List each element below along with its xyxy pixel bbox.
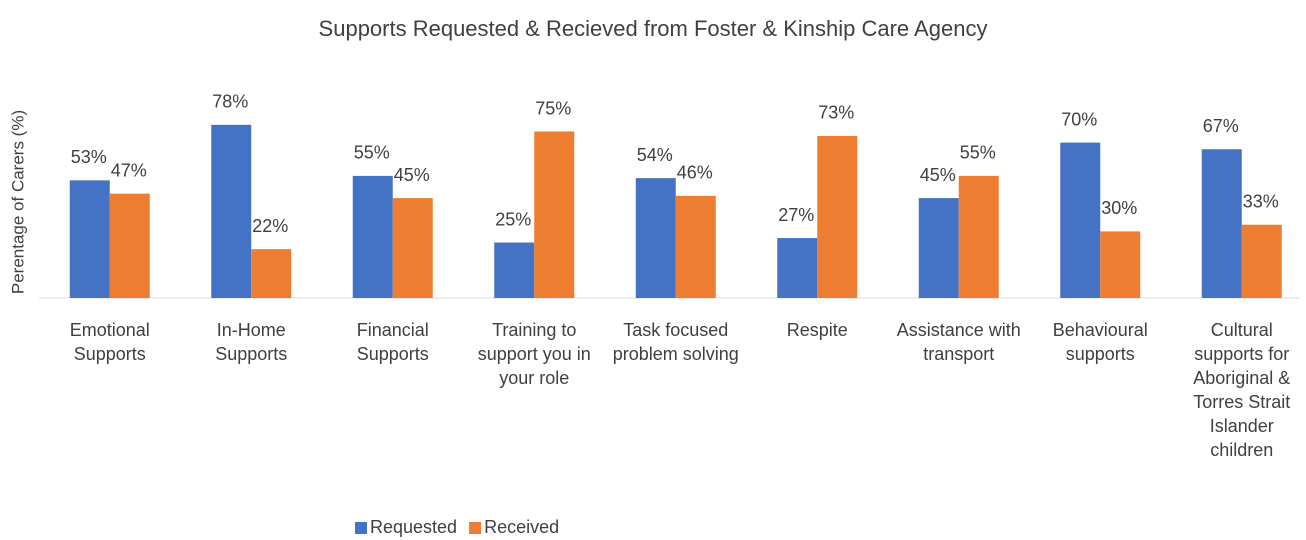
bar	[352, 175, 393, 298]
bar	[69, 180, 110, 298]
data-label: 22%	[252, 216, 288, 236]
x-tick-label: Behavioural supports	[1052, 320, 1148, 364]
x-tick-label: In-Home Supports	[215, 320, 288, 364]
x-tick-label: Respite	[786, 320, 848, 340]
x-tick-label: Task focused problem solving	[612, 320, 739, 364]
x-tick-label: Assistance with transport	[896, 320, 1021, 364]
x-tick-label: Financial Supports	[356, 320, 429, 364]
y-axis-label: Perentage of Carers (%)	[8, 110, 27, 294]
bar	[211, 124, 252, 298]
data-label: 55%	[960, 143, 996, 163]
data-label: 78%	[212, 92, 248, 112]
chart-title: Supports Requested & Recieved from Foste…	[319, 16, 988, 41]
data-label: 67%	[1203, 116, 1239, 136]
bar	[777, 238, 818, 298]
bar	[1201, 149, 1242, 298]
bar	[1241, 224, 1282, 298]
bar	[958, 175, 999, 298]
data-label: 55%	[354, 143, 390, 163]
legend-swatch	[355, 522, 367, 534]
data-label: 27%	[778, 205, 814, 225]
x-tick-label: Emotional Supports	[69, 320, 150, 364]
x-tick-label: Cultural supports for Aboriginal & Torre…	[1193, 320, 1291, 460]
bar	[817, 135, 858, 298]
data-label: 25%	[495, 209, 531, 229]
data-label: 54%	[637, 145, 673, 165]
bar	[675, 195, 716, 298]
bar	[494, 242, 535, 298]
data-label: 70%	[1061, 109, 1097, 129]
bar	[635, 178, 676, 298]
data-label: 33%	[1243, 191, 1279, 211]
data-label: 47%	[111, 160, 147, 180]
data-label: 45%	[394, 165, 430, 185]
bar	[534, 131, 575, 298]
bar	[392, 198, 433, 298]
legend-swatch	[469, 522, 482, 534]
data-label: 45%	[920, 165, 956, 185]
data-label: 75%	[535, 98, 571, 118]
data-label: 53%	[71, 147, 107, 167]
bar	[109, 193, 150, 298]
data-label: 73%	[818, 103, 854, 123]
bar	[1100, 231, 1141, 298]
bar	[251, 249, 292, 298]
legend-label: Requested	[370, 517, 457, 537]
x-tick-label: Training to support you in your role	[477, 320, 591, 388]
bar	[918, 198, 959, 298]
data-label: 46%	[677, 163, 713, 183]
legend-label: Received	[484, 517, 559, 537]
bar	[1060, 142, 1101, 298]
data-label: 30%	[1101, 198, 1137, 218]
